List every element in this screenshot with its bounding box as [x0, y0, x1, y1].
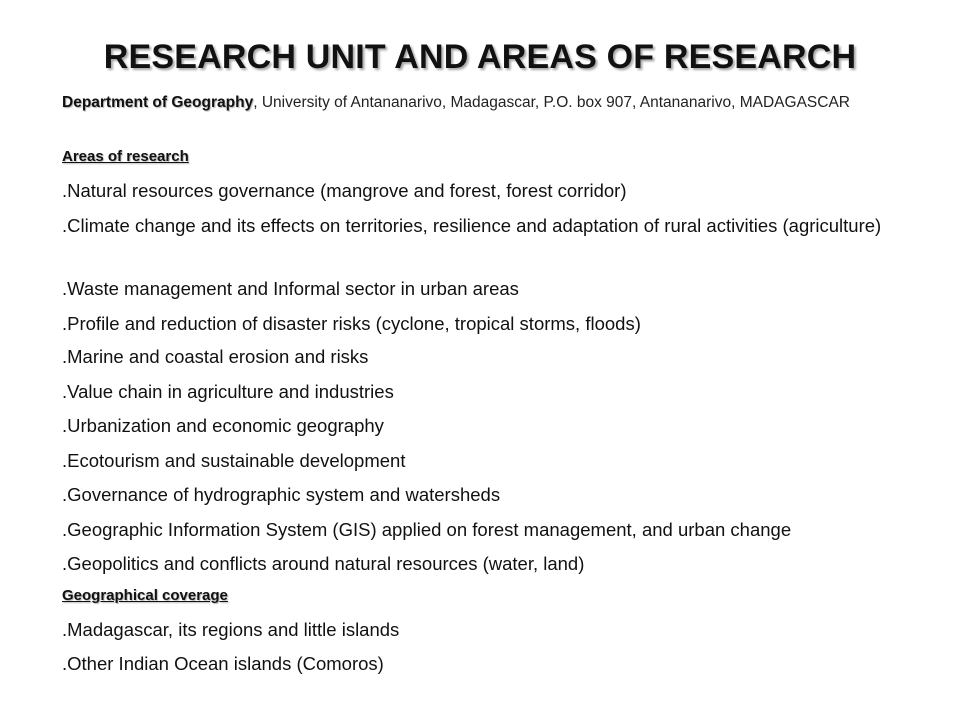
affiliation: Department of Geography, University of A… — [62, 92, 912, 114]
coverage-heading: Geographical coverage — [62, 587, 228, 604]
area-item-11: .Geopolitics and conflicts around natura… — [62, 553, 585, 574]
slide-title: RESEARCH UNIT AND AREAS OF RESEARCH — [103, 38, 857, 76]
area-item-5: .Marine and coastal erosion and risks — [62, 346, 369, 367]
area-item-2: .Climate change and its effects on terri… — [62, 215, 882, 236]
area-item-8: .Ecotourism and sustainable development — [62, 450, 406, 471]
affiliation-details: , University of Antananarivo, Madagascar… — [253, 94, 850, 111]
area-item-10: .Geographic Information System (GIS) app… — [62, 519, 792, 540]
coverage-item-1: .Madagascar, its regions and little isla… — [62, 619, 400, 640]
area-item-4: .Profile and reduction of disaster risks… — [62, 313, 641, 334]
area-item-3: .Waste management and Informal sector in… — [62, 278, 519, 299]
area-item-7: .Urbanization and economic geography — [62, 415, 384, 436]
area-item-1: .Natural resources governance (mangrove … — [62, 180, 627, 201]
department-name: Department of Geography — [62, 94, 254, 111]
coverage-item-2: .Other Indian Ocean islands (Comoros) — [62, 653, 384, 674]
areas-heading: Areas of research — [62, 148, 189, 165]
area-item-9: .Governance of hydrographic system and w… — [62, 484, 501, 505]
area-item-6: .Value chain in agriculture and industri… — [62, 381, 394, 402]
